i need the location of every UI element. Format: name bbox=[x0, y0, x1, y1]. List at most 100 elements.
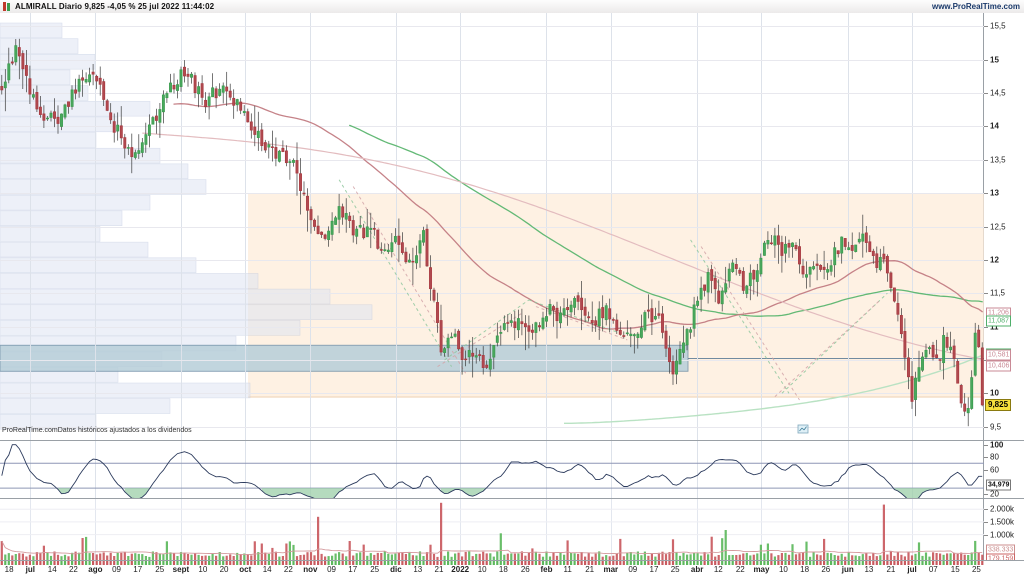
date-axis-day-label: 25 bbox=[155, 565, 165, 574]
date-tick-strip bbox=[0, 561, 984, 565]
price-axis-label: 15 bbox=[990, 55, 999, 65]
date-axis-day-label: 15 bbox=[950, 565, 960, 574]
rsi-axis-tick bbox=[984, 445, 988, 446]
date-axis-day-label: 18 bbox=[498, 565, 508, 574]
candle-icon bbox=[3, 2, 12, 11]
price-axis-tick bbox=[984, 427, 988, 428]
price-axis-label: 14 bbox=[990, 121, 999, 131]
indicator-value-tag[interactable]: 10,406 bbox=[986, 360, 1012, 372]
date-axis-month-label: oct bbox=[239, 565, 252, 574]
date-axis-month-label: dic bbox=[390, 565, 402, 574]
rsi-axis-label: 20 bbox=[990, 489, 999, 499]
price-axis[interactable]: 15,51514,51413,51312,51211,51110,5109,51… bbox=[984, 13, 1024, 440]
date-axis-day-label: 14 bbox=[47, 565, 57, 574]
date-axis-month-label: nov bbox=[303, 565, 318, 574]
date-axis-day-label: 14 bbox=[262, 565, 272, 574]
price-chart-canvas[interactable] bbox=[0, 13, 984, 440]
price-axis-label: 9,5 bbox=[990, 422, 1002, 432]
indicator-value-tag[interactable]: 10,581 bbox=[986, 349, 1012, 361]
rsi-value-tag[interactable]: 34,979 bbox=[986, 479, 1012, 491]
date-axis-month-label: feb bbox=[540, 565, 553, 574]
title-bar: ALMIRALL Diario 9,825 -4,05 % 25 jul 202… bbox=[0, 0, 1024, 14]
date-axis-day-label: 20 bbox=[219, 565, 229, 574]
price-axis-tick bbox=[984, 327, 988, 328]
date-axis-day-label: 18 bbox=[800, 565, 810, 574]
rsi-axis-label: 60 bbox=[990, 465, 999, 474]
volume-panel[interactable] bbox=[0, 498, 984, 560]
date-axis-month-label: 2022 bbox=[451, 565, 470, 574]
price-axis-tick bbox=[984, 393, 988, 394]
date-axis-month-label: jul bbox=[25, 565, 35, 574]
price-panel[interactable] bbox=[0, 13, 984, 440]
date-axis-day-label: 09 bbox=[112, 565, 122, 574]
rsi-axis[interactable]: 100 80 60 20 34,979 bbox=[984, 440, 1024, 499]
rsi-axis-tick bbox=[984, 470, 988, 471]
date-axis-day-label: 25 bbox=[370, 565, 380, 574]
price-axis-tick bbox=[984, 193, 988, 194]
date-axis-day-label: 10 bbox=[778, 565, 788, 574]
price-axis-tick bbox=[984, 126, 988, 127]
date-axis-day-label: 10 bbox=[198, 565, 208, 574]
date-axis-month-label: jun bbox=[841, 565, 854, 574]
date-axis-day-label: 13 bbox=[864, 565, 874, 574]
date-axis-month-label: mar bbox=[603, 565, 619, 574]
volume-chart-canvas[interactable] bbox=[0, 499, 984, 560]
rsi-chart-canvas[interactable] bbox=[0, 441, 984, 498]
price-axis-tick bbox=[984, 93, 988, 94]
date-axis-day-label: 13 bbox=[413, 565, 423, 574]
rsi-panel[interactable] bbox=[0, 440, 984, 498]
date-axis-day-label: 21 bbox=[585, 565, 595, 574]
date-axis-day-label: 17 bbox=[348, 565, 358, 574]
price-axis-tick bbox=[984, 260, 988, 261]
price-axis-tick bbox=[984, 160, 988, 161]
date-axis-day-label: 22 bbox=[68, 565, 78, 574]
date-axis-day-label: 22 bbox=[735, 565, 745, 574]
date-axis-month-label: sept bbox=[172, 565, 190, 574]
price-axis-tick bbox=[984, 60, 988, 61]
volume-axis[interactable]: 2.000k 1.500k 1.000k 338.333 179.159 bbox=[984, 498, 1024, 565]
volume-axis-label: 1.500k bbox=[990, 517, 1015, 527]
price-axis-label: 13,5 bbox=[990, 155, 1006, 165]
price-axis-tick bbox=[984, 360, 988, 361]
website-label: www.ProRealTime.com bbox=[931, 2, 1020, 11]
volume-axis-label: 2.000k bbox=[990, 504, 1015, 514]
date-axis-month-label: may bbox=[753, 565, 770, 574]
date-axis-day-label: 26 bbox=[821, 565, 831, 574]
date-axis-day-label: 10 bbox=[477, 565, 487, 574]
date-axis-month-label: jul bbox=[907, 565, 917, 574]
date-axis-day-label: 21 bbox=[434, 565, 444, 574]
price-axis-label: 12,5 bbox=[990, 222, 1006, 231]
volume-axis-tick bbox=[984, 509, 988, 510]
rsi-axis-tick bbox=[984, 457, 988, 458]
rsi-axis-label: 100 bbox=[990, 440, 1004, 450]
date-axis-day-label: 18 bbox=[4, 565, 14, 574]
date-axis-day-label: 17 bbox=[649, 565, 659, 574]
date-axis-day-label: 21 bbox=[886, 565, 896, 574]
price-axis-label: 10 bbox=[990, 388, 999, 398]
price-axis-label: 14,5 bbox=[990, 88, 1006, 98]
volume-axis-label: 1.000k bbox=[990, 530, 1015, 540]
rsi-axis-tick bbox=[984, 494, 988, 495]
indicator-value-tag[interactable]: 11,087 bbox=[986, 315, 1011, 327]
date-axis-day-label: 11 bbox=[563, 565, 572, 574]
price-axis-label: 11,5 bbox=[990, 288, 1005, 298]
date-axis-day-label: 25 bbox=[971, 565, 981, 574]
price-axis-label: 15,5 bbox=[990, 21, 1006, 31]
volume-axis-tick bbox=[984, 522, 988, 523]
date-axis[interactable]: 18 jul 14 22 ago 09 17 25 sept 10 20 oct 14 22 nov 09 17… bbox=[0, 560, 1024, 577]
data-source-note: ProRealTime.comDatos históricos ajustado… bbox=[2, 427, 192, 434]
date-axis-day-label: 17 bbox=[133, 565, 143, 574]
date-axis-day-label: 12 bbox=[713, 565, 723, 574]
last-price-tag[interactable]: 9,825 bbox=[985, 398, 1012, 411]
price-axis-label: 11 bbox=[990, 322, 999, 332]
date-axis-day-label: 07 bbox=[928, 565, 938, 574]
price-axis-tick bbox=[984, 293, 988, 294]
volume-axis-tick bbox=[984, 535, 988, 536]
date-axis-month-label: ago bbox=[88, 565, 103, 574]
date-axis-month-label: abr bbox=[690, 565, 704, 574]
price-axis-label: 13 bbox=[990, 188, 999, 198]
date-axis-day-label: 09 bbox=[628, 565, 638, 574]
date-axis-day-label: 26 bbox=[520, 565, 530, 574]
date-axis-day-label: 25 bbox=[670, 565, 680, 574]
